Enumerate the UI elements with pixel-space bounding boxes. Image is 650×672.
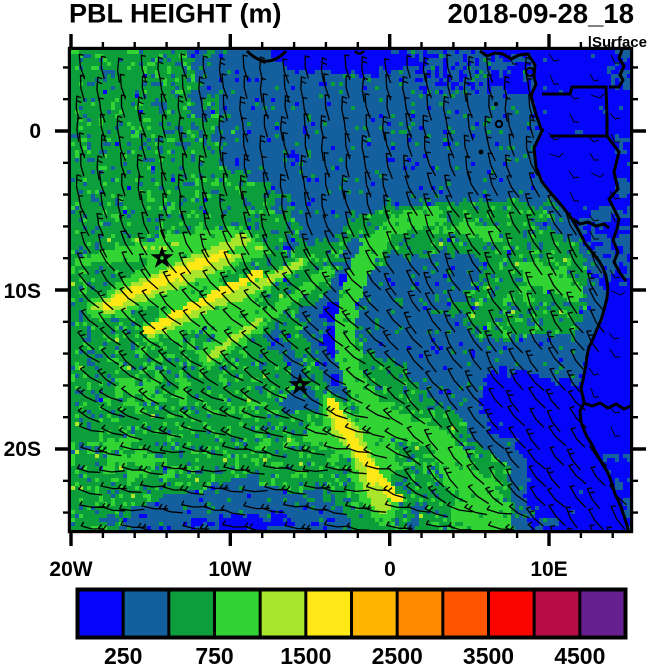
svg-text:|Surface: |Surface — [588, 34, 647, 51]
svg-text:20S: 20S — [4, 438, 41, 461]
svg-text:0: 0 — [29, 120, 41, 143]
svg-text:2018-09-28_18: 2018-09-28_18 — [447, 0, 634, 29]
svg-text:750: 750 — [195, 643, 233, 667]
svg-text:250: 250 — [104, 643, 142, 667]
svg-text:10E: 10E — [530, 558, 567, 581]
svg-text:3500: 3500 — [463, 643, 514, 667]
svg-text:2500: 2500 — [372, 643, 423, 667]
svg-text:PBL HEIGHT (m): PBL HEIGHT (m) — [69, 0, 282, 29]
svg-text:10S: 10S — [4, 280, 41, 303]
svg-text:4500: 4500 — [554, 643, 605, 667]
svg-text:10W: 10W — [208, 558, 251, 581]
svg-text:20W: 20W — [49, 558, 92, 581]
svg-text:0: 0 — [384, 558, 396, 581]
svg-text:1500: 1500 — [280, 643, 331, 667]
